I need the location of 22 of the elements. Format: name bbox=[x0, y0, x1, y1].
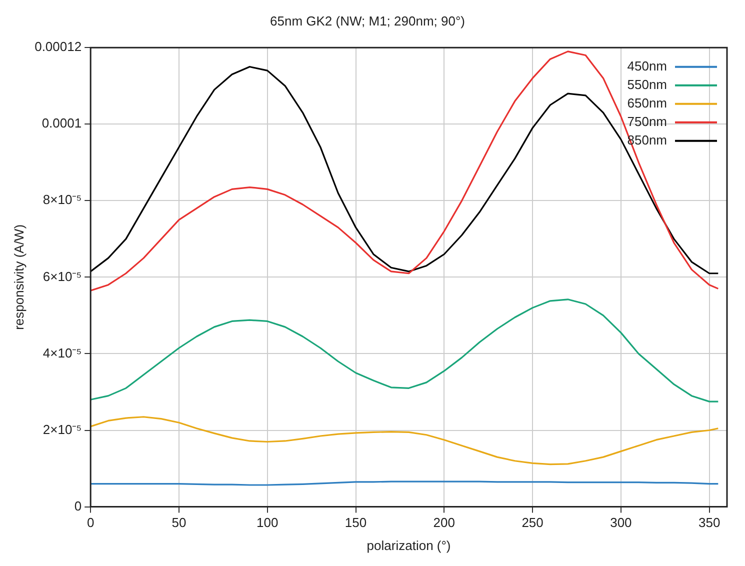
y-axis-title: responsivity (A/W) bbox=[11, 224, 26, 330]
y-tick-label: 0.0001 bbox=[42, 116, 82, 131]
y-tick-label: 0 bbox=[74, 498, 82, 514]
legend-label: 750nm bbox=[627, 114, 667, 129]
x-tick-label: 250 bbox=[522, 515, 544, 530]
x-axis-title: polarization (°) bbox=[366, 538, 451, 553]
x-tick-label: 200 bbox=[433, 515, 456, 530]
y-tick-label: 8×10⁻⁵ bbox=[42, 192, 82, 208]
legend-label: 450nm bbox=[627, 58, 667, 74]
legend-label: 650nm bbox=[627, 95, 667, 110]
legend-label: 550nm bbox=[627, 76, 667, 92]
chart-title: 65nm GK2 (NW; M1; 290nm; 90°) bbox=[270, 13, 465, 28]
x-tick-label: 0 bbox=[86, 515, 94, 530]
y-tick-label: 0.00012 bbox=[34, 39, 82, 54]
x-tick-label: 300 bbox=[610, 515, 632, 530]
y-tick-label: 2×10⁻⁵ bbox=[42, 422, 82, 437]
x-tick-label: 50 bbox=[172, 515, 186, 530]
y-tick-label: 4×10⁻⁵ bbox=[42, 345, 82, 360]
x-tick-label: 150 bbox=[344, 515, 367, 530]
y-tick-label: 6×10⁻⁵ bbox=[42, 268, 82, 284]
x-tick-label: 350 bbox=[698, 515, 720, 530]
x-tick-label: 100 bbox=[256, 515, 278, 530]
